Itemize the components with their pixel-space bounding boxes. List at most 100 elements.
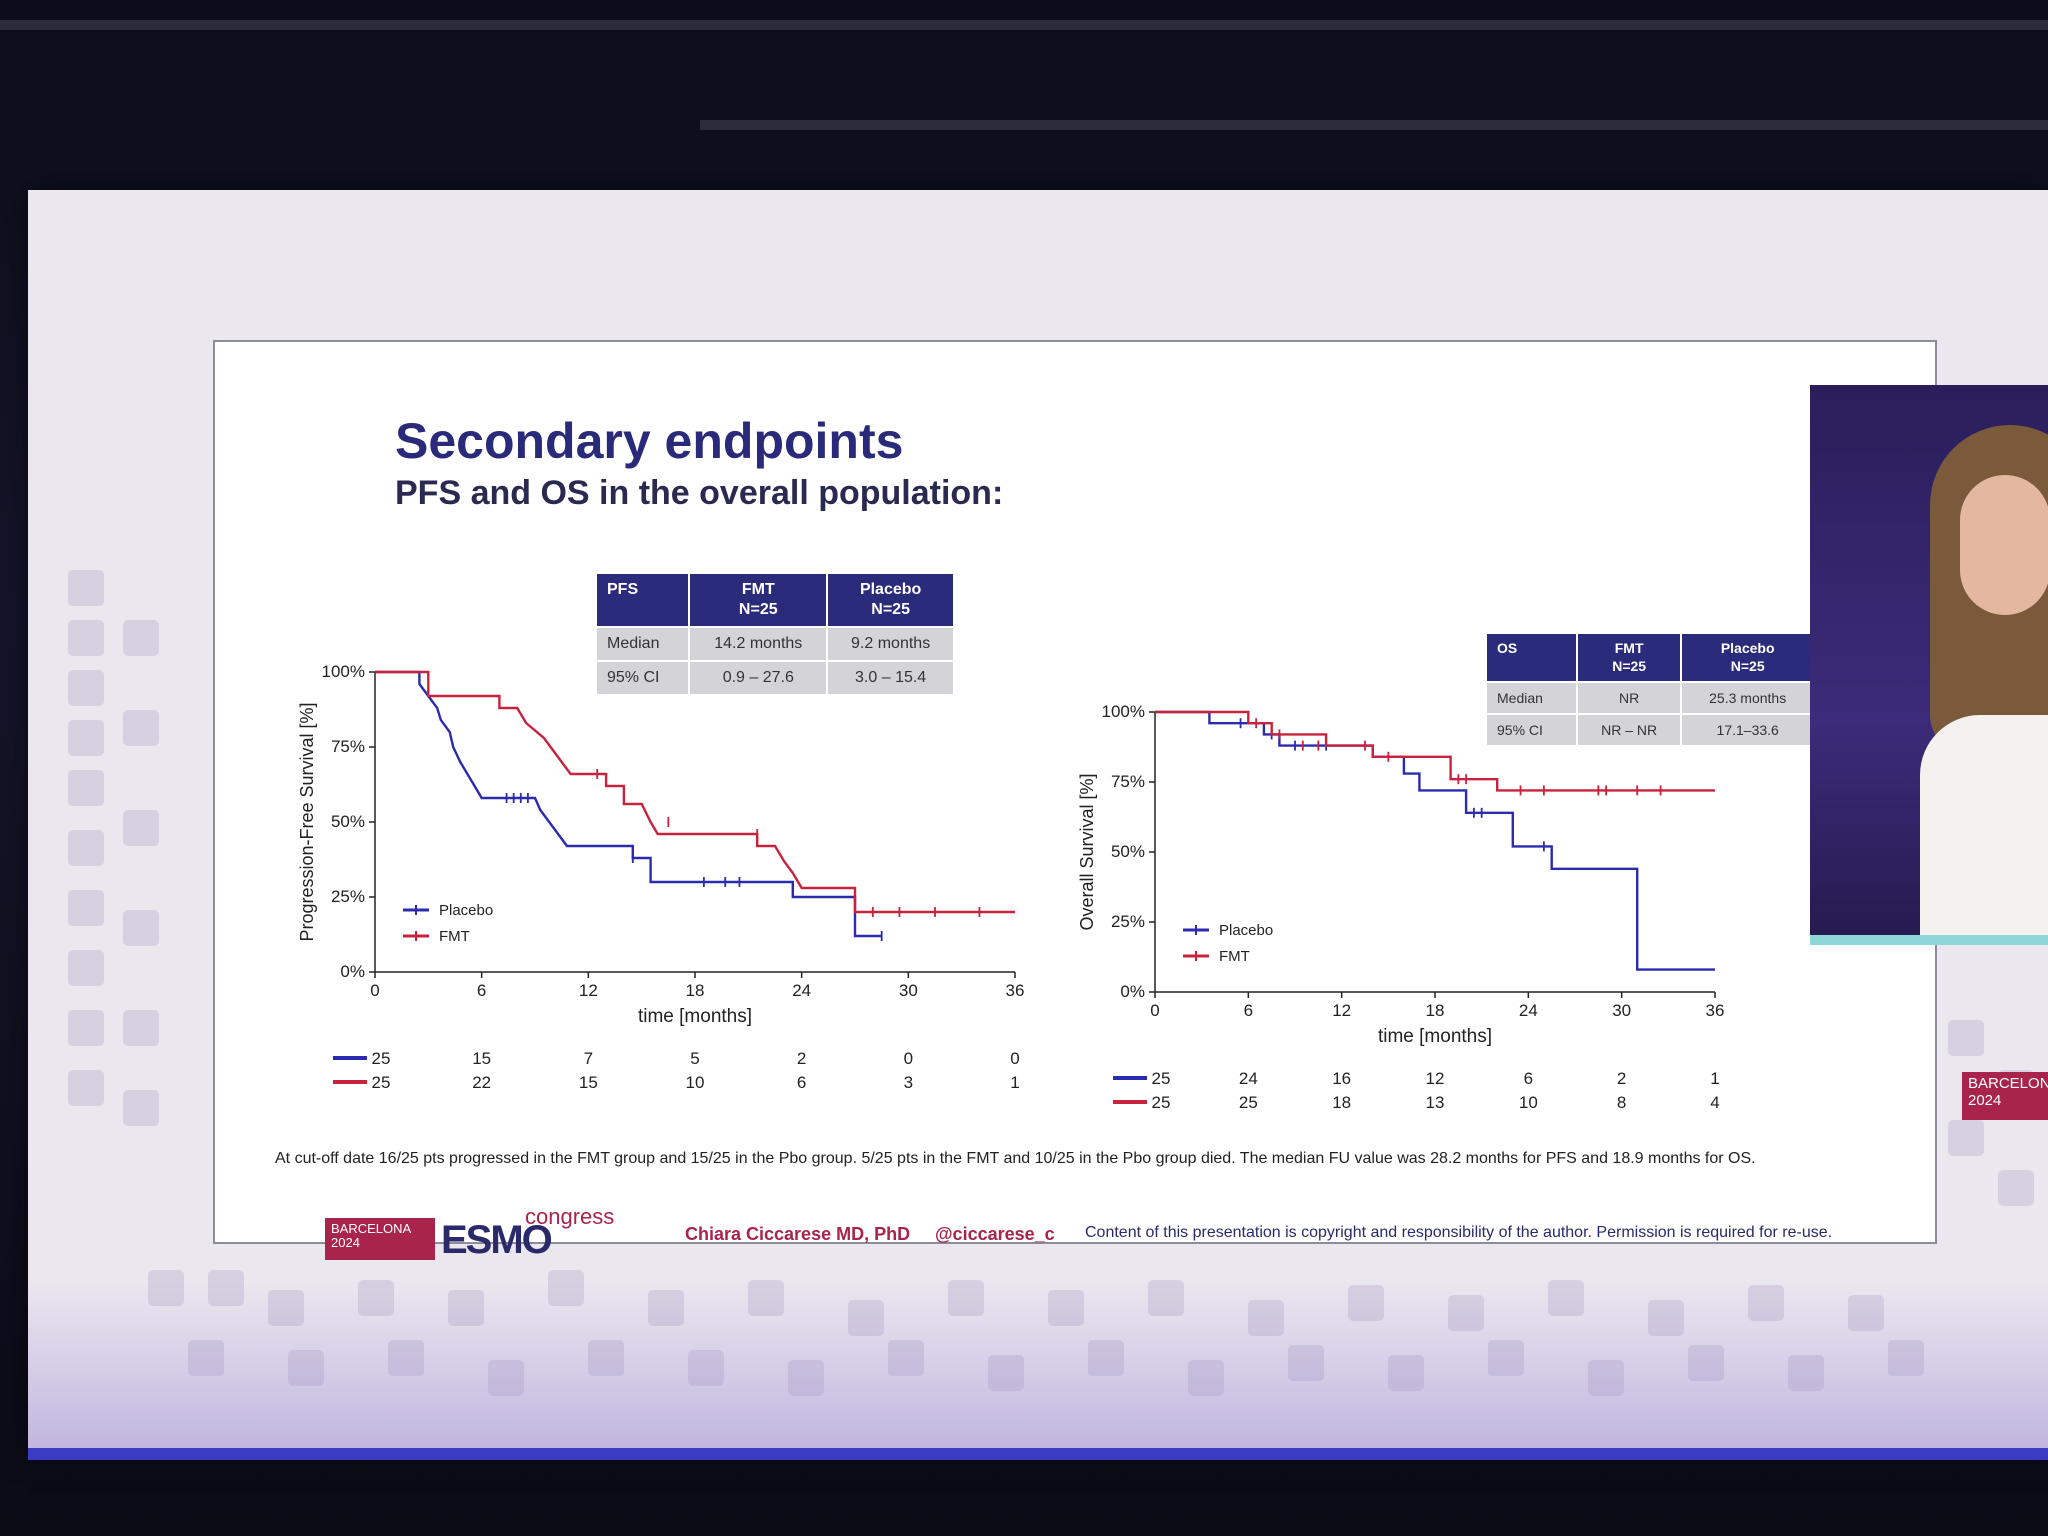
background-tile (68, 890, 104, 926)
os-x-tick-label: 18 (1426, 1001, 1445, 1020)
os-table-cell: 25.3 months (1680, 681, 1815, 715)
risk-count-placebo: 7 (584, 1049, 593, 1068)
pfs-x-tick-label: 24 (792, 981, 811, 1000)
os-y-axis-label: Overall Survival [%] (1077, 773, 1097, 930)
background-tile (68, 1010, 104, 1046)
pfs-table-cell: 95% CI (594, 660, 691, 696)
esmo-logo: BARCELONA 2024 ESMO congress (325, 1204, 645, 1268)
risk-count-placebo: 16 (1332, 1069, 1351, 1088)
pfs-x-axis-label: time [months] (638, 1006, 752, 1027)
slide: Secondary endpoints PFS and OS in the ov… (213, 340, 1937, 1262)
os-table-cell: 95% CI (1485, 713, 1578, 747)
screen-edge-light (28, 1448, 2048, 1460)
pfs-table-header: Placebo N=25 (826, 572, 955, 628)
background-tile (68, 620, 104, 656)
os-x-tick-label: 0 (1150, 1001, 1159, 1020)
os-x-tick-label: 36 (1706, 1001, 1725, 1020)
pfs-x-tick-label: 36 (1006, 981, 1025, 1000)
projection-screen: Secondary endpoints PFS and OS in the ov… (28, 190, 2048, 1460)
legend-label-placebo: Placebo (1219, 922, 1273, 939)
pfs-y-tick-label: 100% (322, 662, 365, 681)
risk-count-placebo: 1 (1710, 1069, 1719, 1088)
pfs-x-tick-label: 6 (477, 981, 486, 1000)
logo-badge: BARCELONA 2024 (325, 1218, 435, 1260)
risk-count-fmt: 15 (579, 1073, 598, 1092)
legend-label-fmt: FMT (1219, 948, 1250, 965)
os-table-cell: NR (1575, 681, 1683, 715)
screen-gradient (28, 1280, 2048, 1450)
speaker-shirt (1920, 715, 2048, 935)
os-x-axis-label: time [months] (1378, 1026, 1492, 1047)
risk-count-placebo: 24 (1239, 1069, 1258, 1088)
background-tile (68, 830, 104, 866)
pfs-table-cell: Median (594, 626, 691, 662)
risk-count-fmt: 6 (797, 1073, 806, 1092)
speaker-face (1960, 475, 2048, 615)
pfs-y-tick-label: 25% (331, 887, 365, 906)
risk-count-placebo: 2 (797, 1049, 806, 1068)
logo-suffix: congress (525, 1204, 615, 1229)
pfs-table-cell: 14.2 months (688, 626, 829, 662)
os-y-tick-label: 75% (1111, 772, 1145, 791)
risk-count-fmt: 1 (1010, 1073, 1019, 1092)
pfs-x-tick-label: 18 (686, 981, 705, 1000)
slide-title: Secondary endpoints (395, 413, 904, 469)
background-tile (123, 1010, 159, 1046)
risk-count-fmt: 22 (472, 1073, 491, 1092)
os-x-tick-label: 30 (1612, 1001, 1631, 1020)
author-name: Chiara Ciccarese MD, PhD (685, 1224, 911, 1244)
legend-label-placebo: Placebo (439, 902, 493, 919)
risk-count-placebo: 15 (472, 1049, 491, 1068)
pfs-placebo-curve (375, 670, 882, 938)
pfs-y-axis-label: Progression-Free Survival [%] (297, 702, 317, 941)
background-tile (1948, 1120, 1984, 1156)
speaker-video (1810, 385, 2048, 945)
pfs-fmt-curve (375, 670, 1015, 914)
risk-count-placebo: 25 (1152, 1069, 1171, 1088)
os-table-header: Placebo N=25 (1680, 632, 1815, 683)
risk-count-fmt: 25 (1239, 1093, 1258, 1112)
os-table-cell: 17.1–33.6 (1680, 713, 1815, 747)
risk-count-placebo: 0 (1010, 1049, 1019, 1068)
os-stats-table: OS FMT N=25 Placebo N=25 Median NR 25.3 … (1485, 632, 1815, 747)
stage-truss-mid (700, 120, 2048, 130)
background-tile (1948, 1020, 1984, 1056)
os-table-cell: NR – NR (1575, 713, 1683, 747)
pfs-y-tick-label: 0% (340, 962, 365, 981)
pfs-table-cell: 9.2 months (826, 626, 955, 662)
os-y-tick-label: 0% (1120, 982, 1145, 1001)
risk-count-fmt: 3 (904, 1073, 913, 1092)
background-tile (123, 810, 159, 846)
os-y-tick-label: 100% (1102, 702, 1145, 721)
os-table-cell: Median (1485, 681, 1578, 715)
risk-count-fmt: 10 (1519, 1093, 1538, 1112)
pfs-table-cell: 0.9 – 27.6 (688, 660, 829, 696)
background-tile (68, 670, 104, 706)
pfs-y-tick-label: 50% (331, 812, 365, 831)
os-placebo-curve (1155, 710, 1715, 971)
pfs-table-cell: 3.0 – 15.4 (826, 660, 955, 696)
background-tile (1998, 1170, 2034, 1206)
pfs-x-tick-label: 30 (899, 981, 918, 1000)
background-tile (68, 570, 104, 606)
os-x-tick-label: 12 (1332, 1001, 1351, 1020)
author-handle: @ciccarese_c (935, 1224, 1055, 1244)
os-table-header: FMT N=25 (1575, 632, 1683, 683)
risk-count-placebo: 5 (690, 1049, 699, 1068)
background-tile (123, 1090, 159, 1126)
risk-count-fmt: 8 (1617, 1093, 1626, 1112)
background-tile (123, 620, 159, 656)
risk-count-fmt: 4 (1710, 1093, 1719, 1112)
pfs-x-tick-label: 12 (579, 981, 598, 1000)
pfs-table-header: PFS (594, 572, 691, 628)
risk-count-fmt: 25 (372, 1073, 391, 1092)
slide-subtitle: PFS and OS in the overall population: (395, 474, 1004, 512)
stage-truss-top (0, 20, 2048, 30)
side-badge: BARCELON 2024 (1962, 1072, 2048, 1120)
legend-label-fmt: FMT (439, 928, 470, 945)
background-tile (123, 710, 159, 746)
os-y-tick-label: 50% (1111, 842, 1145, 861)
os-x-tick-label: 24 (1519, 1001, 1538, 1020)
